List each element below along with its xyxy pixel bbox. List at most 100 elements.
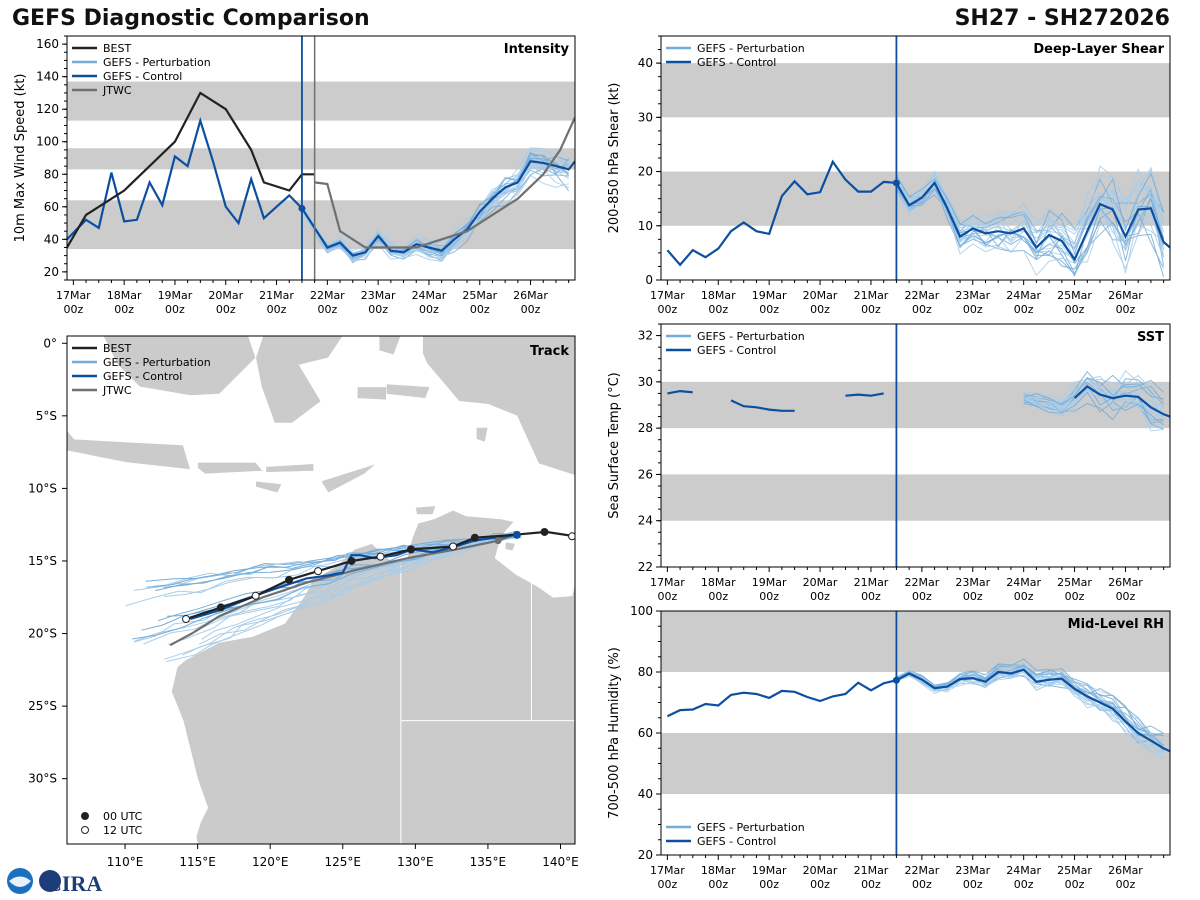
land-groote — [504, 541, 516, 552]
land-java — [67, 429, 191, 470]
shear-xtick-label: 00z — [963, 303, 983, 316]
intensity-plot-area — [67, 36, 575, 280]
sst-xtick-label: 00z — [1116, 590, 1136, 603]
intensity-ytick-label: 140 — [36, 70, 59, 84]
intensity-xtick-label: 19Mar — [158, 289, 193, 302]
track-xtick-label: 135°E — [470, 855, 507, 869]
rh-xtick-label: 00z — [759, 878, 779, 891]
track-best-point — [406, 545, 415, 554]
intensity-perturbation-line — [301, 164, 569, 263]
sst-control-line — [1073, 385, 1170, 418]
intensity-band — [67, 81, 575, 121]
track-ytick-label: 15°S — [28, 554, 57, 568]
sst-xtick-label: 26Mar — [1108, 576, 1143, 589]
rh-xtick-label: 00z — [861, 878, 881, 891]
track-point-legend-label: 00 UTC — [103, 810, 143, 823]
shear-xtick-label: 00z — [912, 303, 932, 316]
track-xtick-label: 110°E — [107, 855, 144, 869]
track-jtwc-line — [169, 533, 515, 647]
sst-frame — [660, 323, 1171, 568]
shear-xtick-label: 23Mar — [955, 289, 990, 302]
sst-perturbation-line — [1023, 383, 1164, 430]
cira-logo: CIRA — [7, 868, 102, 896]
land-timor — [320, 463, 377, 494]
intensity-ylabel: 10m Max Wind Speed (kt) — [13, 74, 28, 243]
shear-plot-area — [661, 36, 1170, 280]
shear-xtick-label: 00z — [708, 303, 728, 316]
sst-ytick-label: 32 — [638, 329, 653, 343]
intensity-xtick-label: 00z — [521, 303, 541, 316]
page-title: GEFS Diagnostic Comparison — [12, 6, 370, 31]
sst-xtick-label: 00z — [912, 590, 932, 603]
shear-xtick-label: 00z — [1116, 303, 1136, 316]
track-xtick-label: 130°E — [397, 855, 434, 869]
intensity-legend-label: BEST — [103, 42, 131, 55]
shear-xtick-label: 24Mar — [1006, 289, 1041, 302]
intensity-xtick-label: 00z — [63, 303, 83, 316]
sst-xtick-label: 00z — [1065, 590, 1085, 603]
intensity-xtick-label: 00z — [470, 303, 490, 316]
track-ytick-label: 0° — [43, 336, 57, 350]
sst-xtick-label: 00z — [963, 590, 983, 603]
sst-xtick-label: 22Mar — [904, 576, 939, 589]
shear-xtick-label: 21Mar — [854, 289, 889, 302]
track-control-point — [512, 530, 521, 539]
intensity-xtick-label: 25Mar — [462, 289, 497, 302]
sst-xtick-label: 24Mar — [1006, 576, 1041, 589]
rh-perturbation-line — [896, 671, 1164, 753]
shear-ylabel: 200-850 hPa Shear (kt) — [607, 83, 622, 234]
sst-xtick-label: 00z — [810, 590, 830, 603]
track-best-point — [251, 591, 260, 600]
rh-band — [661, 611, 1170, 672]
storm-id-title: SH27 - SH272026 — [954, 6, 1170, 31]
shear-ytick-label: 40 — [638, 56, 653, 70]
shear-xtick-label: 00z — [657, 303, 677, 316]
rh-xtick-label: 22Mar — [904, 864, 939, 877]
rh-ytick-label: 40 — [638, 787, 653, 801]
track-perturbation-line — [164, 533, 520, 660]
sst-xtick-label: 17Mar — [650, 576, 685, 589]
land-new-guinea — [422, 336, 575, 476]
rh-xtick-label: 20Mar — [803, 864, 838, 877]
sst-xtick-label: 00z — [861, 590, 881, 603]
rh-perturbation-line — [896, 658, 1164, 734]
sst-ylabel: Sea Surface Temp (°C) — [607, 372, 622, 519]
land-melville — [414, 505, 437, 515]
shear-xtick-label: 17Mar — [650, 289, 685, 302]
sst-perturbation-line — [1023, 370, 1164, 405]
shear-legend-label: GEFS - Perturbation — [697, 42, 805, 55]
shear-ytick-label: 20 — [638, 165, 653, 179]
shear-xtick-label: 00z — [759, 303, 779, 316]
land-seram — [385, 383, 431, 399]
land-australia — [171, 498, 575, 844]
intensity-legend-label: JTWC — [102, 84, 132, 97]
intensity-xtick-label: 17Mar — [56, 289, 91, 302]
shear-perturbation-line — [895, 166, 1165, 245]
sst-control-line — [845, 392, 884, 397]
track-legend-label: GEFS - Perturbation — [103, 356, 211, 369]
land-flores — [265, 463, 315, 473]
intensity-panel: 2040608010012014016017Mar00z18Mar00z19Ma… — [13, 35, 576, 316]
shear-control-line — [666, 159, 1170, 267]
sst-perturbation-line — [1023, 377, 1164, 406]
intensity-xtick-label: 20Mar — [208, 289, 243, 302]
sst-band — [661, 474, 1170, 521]
rh-xtick-label: 19Mar — [752, 864, 787, 877]
intensity-xtick-label: 00z — [165, 303, 185, 316]
track-ytick-label: 20°S — [28, 627, 57, 641]
track-legend-label: GEFS - Control — [103, 370, 182, 383]
sst-legend-label: GEFS - Perturbation — [697, 330, 805, 343]
sst-xtick-label: 18Mar — [701, 576, 736, 589]
track-xtick-label: 140°E — [542, 855, 579, 869]
track-frame — [66, 335, 576, 845]
shear-band — [661, 63, 1170, 118]
intensity-xtick-label: 00z — [419, 303, 439, 316]
intensity-ytick-label: 100 — [36, 135, 59, 149]
sst-xtick-label: 20Mar — [803, 576, 838, 589]
land-halmahera — [378, 336, 402, 356]
track-xtick-label: 120°E — [252, 855, 289, 869]
track-title: Track — [530, 344, 569, 359]
shear-xtick-label: 20Mar — [803, 289, 838, 302]
intensity-control-line — [67, 116, 575, 257]
